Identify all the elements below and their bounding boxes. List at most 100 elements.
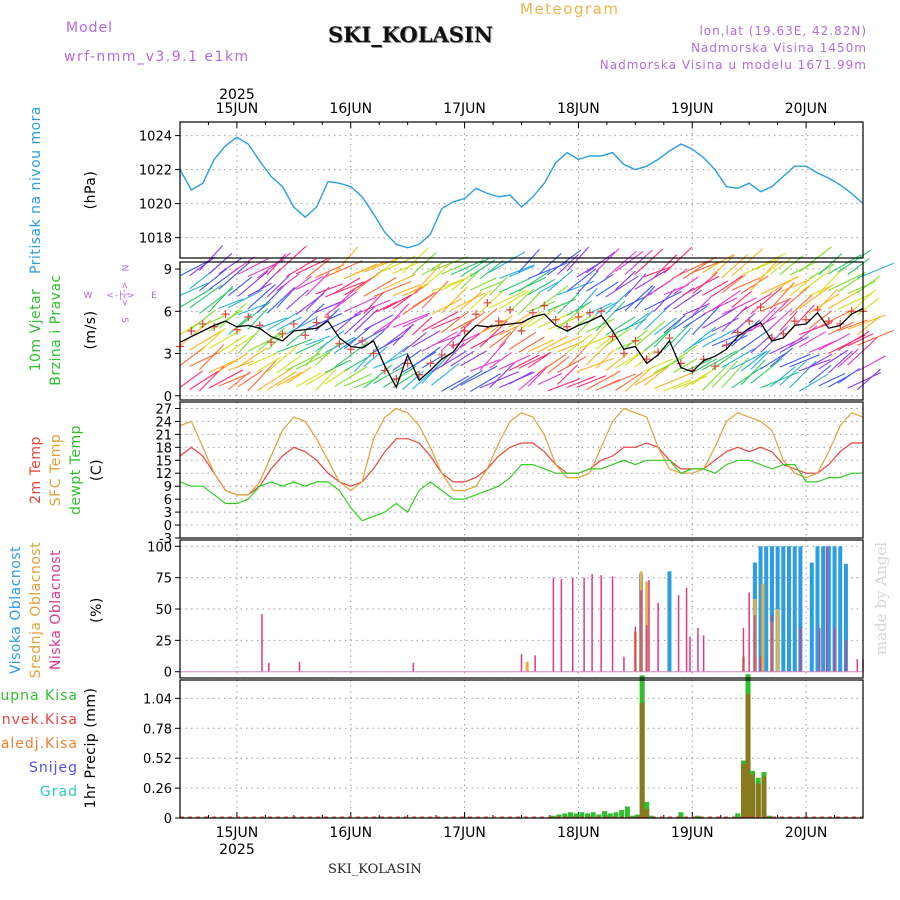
gust-marker (471, 310, 480, 319)
wind-barb (431, 363, 460, 386)
y-tick-label: 0.26 (143, 782, 172, 797)
wind-barb (682, 275, 720, 296)
wind-barb (431, 316, 461, 330)
gust-marker (574, 312, 583, 321)
y-tick-label: 24 (155, 415, 172, 430)
wind-barb (731, 290, 753, 309)
wind-barb (440, 311, 470, 334)
day-label-bottom: 15JUN (216, 825, 259, 841)
wind-barb (469, 259, 496, 277)
wind-barb (847, 257, 870, 276)
gust-marker (597, 307, 606, 316)
year-label-bottom: 2025 (219, 842, 255, 858)
cloud-bar (600, 575, 602, 672)
axis-label: Visoka Oblacnost (8, 546, 24, 674)
axis-label-group: 10m Vjetar (28, 289, 44, 372)
wind-barb (692, 358, 718, 373)
wind-barb (334, 277, 361, 294)
wind-barb (779, 279, 810, 293)
cloud-bar (759, 656, 762, 672)
altitude-label: Nadmorska Visina 1450m (691, 41, 867, 55)
wind-barb (450, 350, 475, 367)
axis-label: Pritisak na nivou mora (28, 106, 44, 274)
day-label-top: 20JUN (785, 101, 828, 117)
wind-barb (440, 286, 468, 314)
cloud-bar (742, 627, 745, 672)
wind-barb (760, 261, 782, 278)
precip-bar (695, 815, 701, 818)
y-tick-label: 9 (164, 480, 172, 495)
wind-barb (673, 276, 699, 295)
y-tick-label: 1022 (139, 164, 172, 179)
axis-label: dewpt Temp (68, 425, 84, 515)
wind-barb (711, 333, 740, 347)
wind-barb (837, 249, 872, 273)
wind-barb (518, 310, 543, 332)
wind-barb (421, 331, 458, 352)
wind-barb (566, 333, 593, 354)
wind-barb (857, 355, 886, 372)
cloud-bar (754, 615, 756, 672)
wind-barb (392, 349, 422, 371)
cloud-bar (611, 576, 614, 672)
panel-frame (179, 679, 864, 819)
wind-barb (198, 344, 225, 371)
wind-barb (595, 248, 620, 272)
wind-barb (692, 305, 721, 335)
gust-marker (585, 308, 594, 317)
wind-barb (528, 278, 556, 296)
wind-barb (508, 354, 540, 372)
wind-barb (740, 275, 769, 294)
day-label-bottom: 18JUN (557, 825, 600, 841)
gust-marker (551, 315, 560, 324)
wind-barb (769, 366, 796, 388)
gust-marker (563, 322, 572, 331)
y-tick-label: 1018 (139, 232, 172, 247)
axis-label: Srednja Oblacnost (28, 542, 44, 678)
wind-barb (334, 288, 356, 309)
day-label-top: 17JUN (443, 101, 486, 117)
gust-marker (619, 349, 628, 358)
axis-label-group: (hPa) (83, 171, 99, 210)
cloud-bar (667, 571, 672, 672)
wind-barb (315, 330, 345, 353)
wind-barb (634, 309, 654, 331)
wind-barb (247, 283, 276, 310)
temp-line (179, 407, 864, 496)
wind-barb (663, 314, 686, 334)
gust-marker (198, 319, 207, 328)
wind-barb (199, 268, 228, 292)
wind-barb (489, 331, 512, 349)
wind-barb (605, 289, 631, 315)
wind-barb (673, 358, 698, 373)
precip-convective-bar (644, 808, 650, 818)
wind-barb (373, 335, 404, 353)
wind-barb (295, 372, 322, 388)
cloud-bar (818, 627, 821, 672)
wind-barb (499, 354, 531, 370)
wind-barb (266, 371, 297, 391)
gust-marker (631, 336, 640, 345)
wind-barb (740, 359, 766, 386)
wind-barb (324, 281, 365, 298)
axis-label: SFC Temp (48, 434, 64, 506)
wind-barb (586, 337, 614, 366)
wind-barb (702, 329, 736, 348)
wind-barb (740, 316, 777, 336)
wind-barb (411, 330, 441, 348)
wind-barb (769, 308, 793, 329)
wind-barb (644, 266, 672, 278)
wind-barb (479, 280, 505, 292)
wind-barb (276, 273, 300, 292)
wind-barb (566, 375, 596, 388)
cloud-bar (697, 627, 699, 672)
axis-label-group: (C) (89, 459, 105, 481)
wind-barb (276, 371, 303, 387)
wind-barb (295, 339, 325, 354)
wind-barb (818, 288, 838, 310)
temp-line (179, 438, 863, 496)
gust-marker (540, 301, 549, 310)
wind-barb (779, 336, 809, 353)
gust-marker (722, 341, 731, 350)
wind-barb (305, 286, 330, 312)
